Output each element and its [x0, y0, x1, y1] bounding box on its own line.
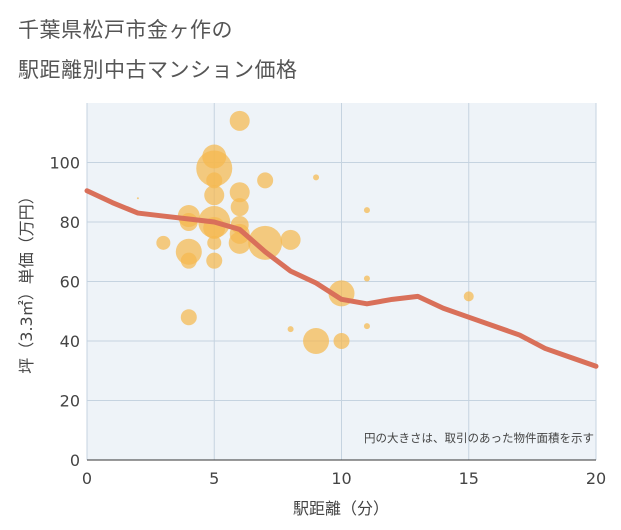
x-tick-label: 0	[82, 469, 92, 488]
bubble	[196, 150, 233, 187]
y-tick-label: 100	[49, 154, 80, 173]
x-tick-label: 20	[586, 469, 606, 488]
bubble	[230, 198, 249, 217]
bubble	[206, 252, 223, 269]
bubble	[206, 172, 223, 189]
bubble	[207, 235, 222, 250]
bubble-size-note: 円の大きさは、取引のあった物件面積を示す	[364, 431, 594, 445]
x-tick-label: 10	[331, 469, 351, 488]
bubble	[180, 252, 197, 269]
trend-layer	[84, 188, 599, 369]
bubble	[363, 323, 370, 330]
bubble	[180, 309, 197, 326]
y-tick-labels: 0 20 40 60 80 100	[49, 154, 80, 471]
bubbles-layer	[136, 110, 474, 354]
y-tick-label: 40	[60, 332, 80, 351]
x-tick-label: 5	[209, 469, 219, 488]
bubble	[229, 110, 250, 131]
x-axis-title: 駅距離（分）	[293, 499, 389, 518]
y-tick-label: 80	[60, 213, 80, 232]
y-tick-label: 20	[60, 392, 80, 411]
bubble	[280, 229, 301, 250]
bubble	[248, 225, 283, 260]
bubble	[313, 174, 320, 181]
y-tick-label: 60	[60, 273, 80, 292]
bubble	[303, 328, 330, 354]
bubble	[333, 333, 350, 349]
x-tick-labels: 0 5 10 15 20	[82, 469, 606, 488]
bubble	[204, 185, 225, 206]
bubble	[363, 275, 370, 282]
bubble	[257, 172, 274, 189]
bubble	[363, 207, 370, 214]
trend-line	[84, 188, 599, 369]
chart-title-line2: 駅距離別中古マンション価格	[18, 58, 298, 82]
bubble	[156, 235, 171, 250]
bubble	[136, 197, 139, 200]
x-tick-label: 15	[459, 469, 479, 488]
y-axis-title: 坪（3.3㎡）単価（万円）	[17, 188, 36, 373]
bubble	[287, 326, 294, 333]
y-tick-label: 0	[70, 451, 80, 470]
chart-title-line1: 千葉県松戸市金ヶ作の	[18, 18, 233, 42]
bubble	[229, 182, 250, 203]
bubble	[463, 291, 474, 302]
